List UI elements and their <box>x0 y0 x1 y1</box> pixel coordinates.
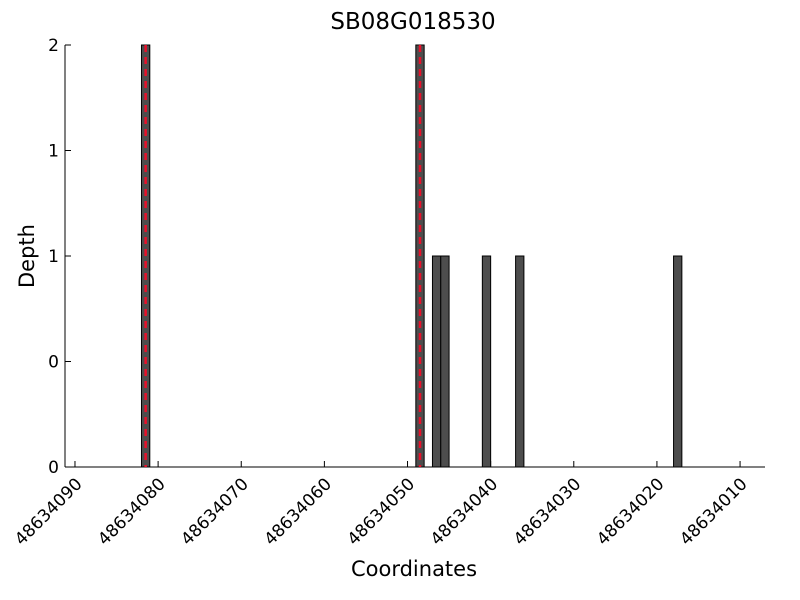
y-tick-label: 0 <box>48 458 59 478</box>
y-tick-label: 0 <box>48 353 59 373</box>
x-tick-label: 48634060 <box>261 474 336 549</box>
x-axis-label: Coordinates <box>351 557 477 581</box>
x-tick-label: 48634080 <box>94 474 169 549</box>
bar <box>515 255 525 468</box>
y-tick-label: 2 <box>48 36 59 56</box>
x-tick-label: 48634020 <box>593 474 668 549</box>
y-tick-label: 1 <box>48 247 59 267</box>
x-tick-label: 48634050 <box>344 474 419 549</box>
bar <box>673 255 683 468</box>
x-tick-label: 48634040 <box>427 474 502 549</box>
y-axis-label: Depth <box>15 224 39 288</box>
bar <box>431 255 442 468</box>
x-tick-label: 48634010 <box>676 474 751 549</box>
x-tick-label: 48634030 <box>510 474 585 549</box>
x-tick-label: 48634090 <box>11 474 86 549</box>
bar <box>440 255 450 468</box>
bar <box>481 255 492 468</box>
x-tick-label: 48634070 <box>177 474 252 549</box>
chart-title: SB08G018530 <box>330 9 495 35</box>
y-tick-label: 1 <box>48 142 59 162</box>
